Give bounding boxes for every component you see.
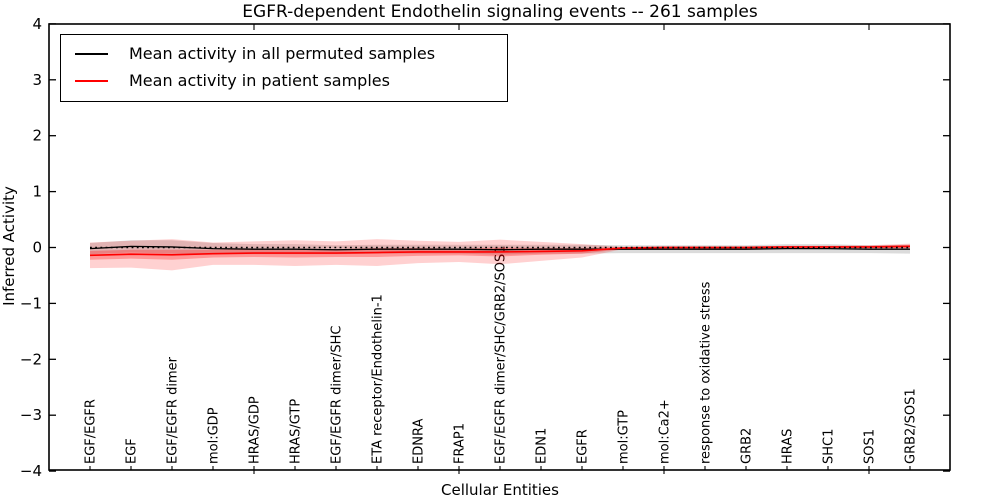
legend: Mean activity in all permuted samples Me… [60, 34, 508, 102]
x-category-label: mol:Ca2+ [658, 399, 673, 464]
x-category-label: ETA receptor/Endothelin-1 [371, 294, 386, 464]
y-tick-label: 4 [32, 15, 42, 33]
legend-item-patient: Mean activity in patient samples [75, 67, 507, 94]
x-category-label: response to oxidative stress [699, 281, 714, 464]
legend-line-permuted-icon [75, 52, 108, 55]
x-category-label: GRB2 [740, 428, 755, 464]
legend-line-patient-icon [75, 79, 108, 82]
x-category-label: SOS1 [863, 429, 878, 464]
legend-item-permuted: Mean activity in all permuted samples [75, 40, 507, 67]
legend-label-permuted: Mean activity in all permuted samples [129, 44, 436, 63]
y-tick-label: 1 [32, 183, 42, 201]
chart-title: EGFR-dependent Endothelin signaling even… [242, 2, 758, 22]
y-tick-label: −1 [20, 294, 42, 312]
x-category-label: FRAP1 [453, 423, 468, 464]
x-category-label: EDNRA [412, 419, 427, 464]
x-category-label: HRAS [781, 429, 796, 464]
x-category-label: mol:GTP [617, 410, 632, 464]
y-tick-label: 3 [32, 71, 42, 89]
x-axis-title: Cellular Entities [441, 481, 559, 499]
x-category-label: EGF/EGFR dimer [166, 356, 181, 464]
x-category-label: EGF/EGFR dimer/SHC [330, 326, 345, 464]
x-category-label: HRAS/GTP [289, 399, 304, 464]
y-tick-label: −3 [20, 406, 42, 424]
x-category-label: EGFR [576, 429, 591, 464]
y-axis-title: Inferred Activity [0, 186, 18, 306]
x-category-label: HRAS/GDP [248, 396, 263, 464]
x-category-label: SHC1 [822, 429, 837, 464]
permuted-band [90, 240, 910, 255]
y-tick-label: −4 [20, 462, 42, 480]
x-category-label: mol:GDP [207, 407, 222, 464]
y-tick-label: −2 [20, 350, 42, 368]
x-category-label: EGF/EGFR dimer/SHC/GRB2/SOS1 [494, 246, 509, 465]
patient-mean-line [89, 245, 911, 257]
permuted-mean-line [89, 245, 910, 251]
x-category-label: EDN1 [535, 428, 550, 464]
y-tick-label: 0 [32, 239, 42, 257]
legend-label-patient: Mean activity in patient samples [129, 71, 390, 90]
y-tick-label: 2 [32, 127, 42, 145]
x-category-label: EGF/EGFR [84, 399, 99, 464]
x-category-label: EGF [125, 438, 140, 464]
x-category-label: GRB2/SOS1 [904, 388, 919, 464]
